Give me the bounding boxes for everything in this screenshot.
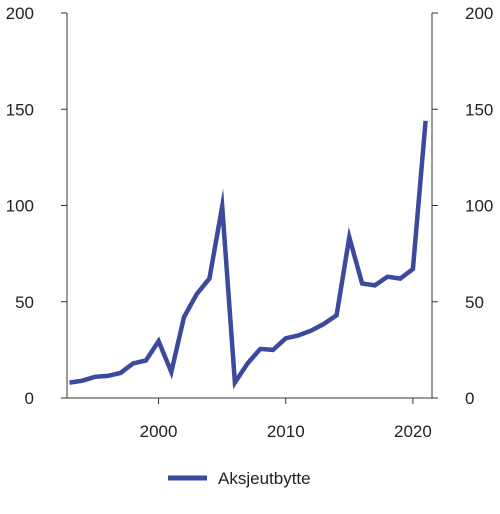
left-y-ticks: 0 50 100 150 200 [6,4,67,408]
right-y-tick-label: 200 [465,4,493,23]
x-ticks: 2000 2010 2020 [140,398,432,441]
x-tick-label: 2010 [267,422,305,441]
plot-area: 0 50 100 150 200 0 50 100 150 200 2000 2010 2020 [6,4,494,441]
left-y-tick-label: 50 [15,293,34,312]
right-y-tick-label: 150 [465,100,493,119]
legend-label: Aksjeutbytte [218,469,311,488]
right-y-tick-label: 50 [465,293,484,312]
legend: Aksjeutbytte [168,469,311,488]
right-y-tick-label: 0 [465,389,474,408]
series-layer [69,121,425,383]
left-y-tick-label: 200 [6,4,34,23]
series-line-aksjeutbytte [70,121,426,383]
x-tick-label: 2020 [394,422,432,441]
x-tick-label: 2000 [140,422,178,441]
left-y-tick-label: 100 [6,197,34,216]
left-y-tick-label: 0 [25,389,34,408]
left-y-tick-label: 150 [6,100,34,119]
right-y-tick-label: 100 [465,197,493,216]
right-y-ticks: 0 50 100 150 200 [432,4,493,408]
